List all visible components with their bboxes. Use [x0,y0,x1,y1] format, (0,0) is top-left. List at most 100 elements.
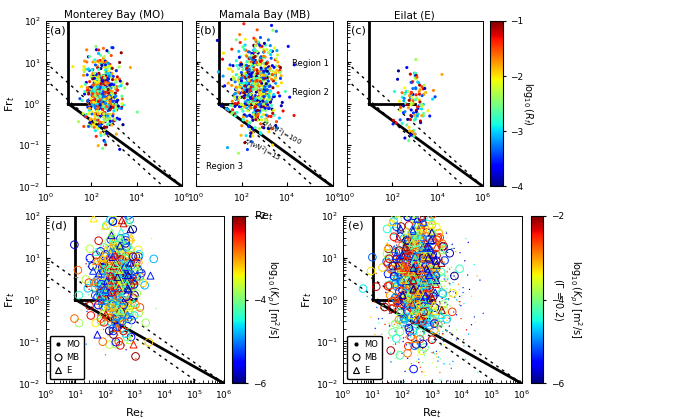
Point [407,78,419,85]
Point [382,283,393,290]
Point [405,284,416,291]
Point [431,315,442,321]
Point [253,76,264,83]
Point [98,311,109,318]
Point [466,293,477,300]
Point [114,76,125,83]
Point [411,72,422,79]
Point [108,94,120,101]
Point [402,251,413,258]
Point [419,352,430,359]
Point [89,70,100,77]
Point [268,107,279,114]
Point [92,83,104,89]
Point [116,300,127,307]
Point [432,326,443,332]
Point [424,247,435,254]
Point [84,303,95,309]
Point [260,116,271,123]
Point [112,316,123,323]
Point [388,218,399,225]
Point [110,246,121,253]
Point [248,100,259,107]
Point [246,82,258,88]
Point [97,260,108,266]
Point [426,270,437,277]
Point [442,249,453,256]
Point [117,281,128,288]
Point [460,356,471,362]
Point [125,334,136,340]
Point [213,68,224,75]
Point [243,74,254,80]
Point [388,291,399,298]
Point [98,102,109,109]
Title: Eilat (E): Eilat (E) [394,10,435,20]
Point [413,313,424,320]
Point [383,379,394,386]
Point [413,272,424,278]
Point [105,306,116,313]
Point [239,111,250,118]
Point [428,87,439,94]
Point [94,79,106,85]
Point [414,297,426,303]
Point [441,316,452,322]
Point [242,77,253,83]
Point [99,222,111,229]
Point [97,78,108,85]
Point [124,302,135,308]
Point [367,254,378,261]
Point [92,72,103,79]
Point [94,96,106,102]
Point [256,130,267,137]
Point [125,283,136,290]
Point [101,88,112,94]
Point [248,75,260,82]
Point [430,318,441,324]
Point [398,281,409,288]
Point [410,317,421,323]
Point [250,103,261,109]
Point [439,276,450,282]
Point [120,285,131,292]
Point [252,107,263,114]
Point [422,276,433,283]
Point [83,91,94,97]
Point [94,282,106,289]
Point [402,266,414,273]
Point [431,364,442,370]
Point [424,322,435,328]
Point [398,338,409,345]
Point [271,28,282,35]
Point [435,300,446,307]
Point [428,340,439,347]
Point [252,97,263,103]
Point [434,318,445,325]
Point [431,336,442,343]
Point [426,303,437,309]
Point [415,293,426,300]
Point [119,261,130,268]
Point [426,330,437,336]
Point [94,74,105,80]
Point [253,68,265,75]
Point [431,252,442,259]
Point [90,110,101,117]
Point [416,296,427,303]
Point [113,297,124,304]
Point [118,266,130,272]
Point [114,318,125,325]
Point [440,246,452,253]
Point [435,312,447,318]
Point [78,123,90,130]
Point [381,258,392,265]
Y-axis label: Fr$_t$: Fr$_t$ [3,96,17,112]
Point [100,246,111,253]
Point [402,333,414,339]
Point [128,300,139,306]
Point [406,293,417,300]
Point [113,279,124,286]
Point [92,101,104,107]
Point [265,113,276,120]
